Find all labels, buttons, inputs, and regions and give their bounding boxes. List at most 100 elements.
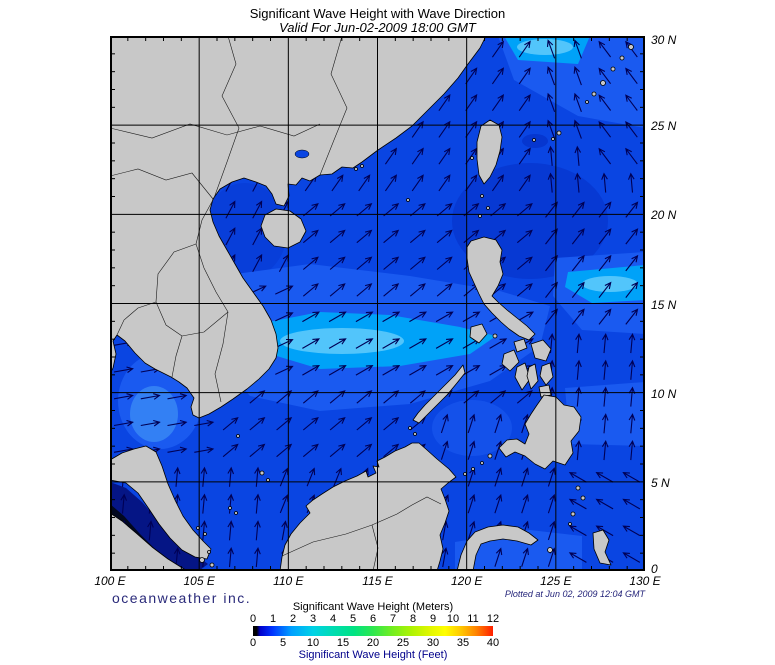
plotted-timestamp: Plotted at Jun 02, 2009 12:04 GMT [504,589,645,599]
land-hainan [260,208,307,249]
wave-arrow [167,419,188,427]
wave-arrow [491,94,505,112]
wave-arrow [491,67,505,85]
wave-arrow [518,94,531,112]
wave-arrow [465,120,478,138]
wave-arrow [356,416,373,431]
wave-arrow [383,229,400,244]
wave-arrow [494,493,503,514]
lon-label: 100 E [94,574,126,588]
land-luzon [466,236,536,341]
feet-tick: 20 [366,637,380,649]
wave-arrow [328,364,347,376]
wave-arrow [358,174,371,192]
wave-arrow [598,120,612,138]
wave-arrow [516,256,533,270]
wave-arrow [356,256,373,270]
wave-arrow [113,393,134,400]
land-cebu [526,363,539,390]
wave-arrow [601,359,609,380]
wave-arrow [355,311,374,323]
wave-arrow [435,364,454,376]
wave-arrow [382,364,401,376]
wave-arrow [409,256,426,270]
wave-arrow [575,386,582,407]
wave-arrow [302,443,319,458]
lat-label: 20 N [651,208,677,223]
wave-arrow [467,413,476,434]
wave-arrow [356,283,373,297]
wave-arrow [625,94,638,111]
lat-label: 0 [651,562,658,576]
meters-tick: 3 [309,613,317,625]
wave-arrow [383,416,400,431]
meters-tick: 0 [249,613,257,625]
wave-arrow [435,311,454,323]
wave-arrow [302,364,321,376]
wave-arrow [194,419,215,427]
wave-arrow [568,525,587,537]
wave-arrow [254,493,261,514]
wave-arrow [573,66,582,86]
wave-arrow [435,338,454,349]
wave-arrow [302,416,319,431]
wave-arrow [628,332,636,354]
lon-label: 130 E [629,574,661,588]
wave-arrow [622,552,641,563]
wave-arrow [627,172,635,193]
wave-arrow [601,439,609,461]
land-masbate [513,338,528,353]
wave-arrow [547,467,556,487]
wave-arrow [516,283,533,297]
wave-arrow [194,446,215,454]
wave-arrow [409,364,428,376]
wave-arrow [573,39,582,59]
wave-arrow [521,493,529,514]
land-mindoro [469,323,488,344]
wave-arrow [436,283,453,297]
lat-label: 30 N [651,33,677,47]
graticule [110,36,645,571]
wave-arrow [409,229,426,244]
wave-arrow [465,174,478,192]
wave-arrow [598,201,612,218]
lat-label: 25 N [651,119,677,134]
wave-arrow [302,283,319,297]
feet-tick: 25 [396,637,410,649]
wave-arrow [329,229,346,244]
wave-arrow [601,386,609,407]
wave-arrow [329,416,346,431]
wave-arrow [568,471,587,483]
wave-arrow [628,413,636,434]
land-taiwan [476,119,503,185]
wave-arrow [355,364,374,376]
wave-arrow [225,227,236,246]
wave-arrow [438,94,451,112]
wave-arrow [595,525,614,537]
wave-arrow [462,311,481,323]
wave-arrow [575,332,582,354]
wave-arrow [167,446,188,454]
wave-arrow [329,256,346,270]
feet-tick: 0 [249,637,257,649]
wave-arrow [173,466,181,487]
wave-arrow [222,416,239,431]
wave-arrow [227,520,235,541]
wave-arrow [628,439,636,461]
brand-logo: oceanweather inc. [112,590,252,606]
wave-arrow [438,147,451,165]
lon-label: 110 E [273,574,304,588]
wave-arrow [494,467,503,487]
lon-label: 125 E [540,574,572,588]
wave-arrow [302,311,321,323]
wave-arrow [409,338,428,349]
wave-arrow [328,311,347,323]
land-leyte [539,362,554,386]
wave-arrow [279,467,289,487]
meters-tick: 8 [409,613,417,625]
wave-arrow [382,338,401,349]
wave-arrow [328,338,347,349]
wave-arrow [465,94,478,112]
land-borneo [279,442,457,571]
wave-arrow [227,546,235,568]
